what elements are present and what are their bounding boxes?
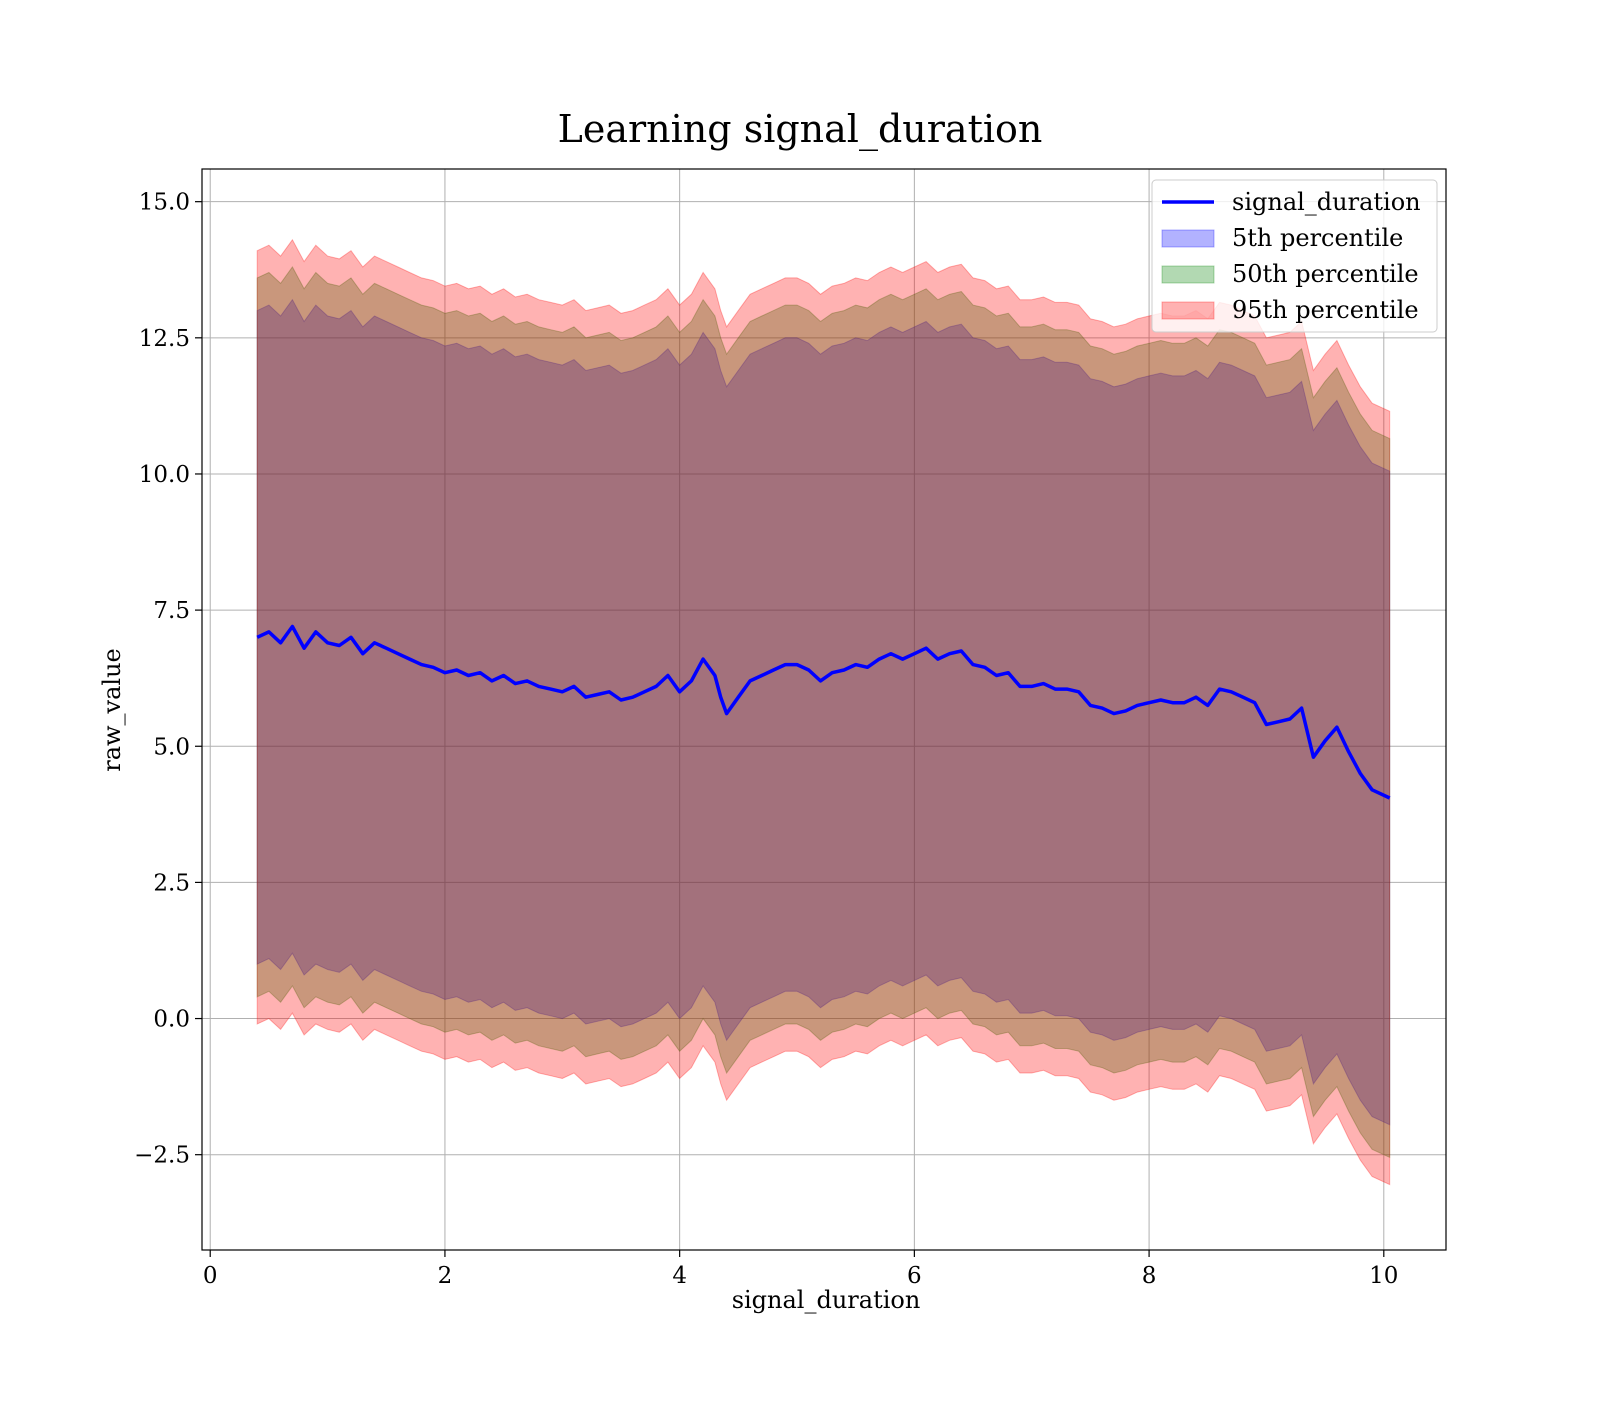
legend-label-0: signal_duration (1232, 188, 1421, 216)
legend-swatch-2 (1161, 265, 1215, 284)
x-tick-label-0: 0 (203, 1263, 218, 1289)
band-1 (256, 298, 1391, 1126)
series-line-1 (256, 624, 1391, 800)
legend-label-2: 50th percentile (1232, 260, 1419, 288)
y-tick-label-3: 5.0 (153, 734, 190, 760)
band-3 (256, 238, 1391, 1186)
legend-swatch-3 (1161, 301, 1215, 320)
chart-title: Learning signal_duration (558, 107, 1043, 152)
legend: signal_duration 5th percentile 50th percen… (1151, 179, 1438, 333)
x-tick-label-3: 6 (907, 1263, 922, 1289)
plot-frame (201, 168, 1447, 1251)
x-tick-label-5: 10 (1369, 1263, 1398, 1289)
legend-label-3: 95th percentile (1232, 296, 1419, 324)
y-tick-label-5: 10.0 (139, 462, 190, 488)
legend-label-1: 5th percentile (1232, 224, 1403, 252)
x-tick-label-2: 4 (672, 1263, 687, 1289)
y-tick-label-4: 7.5 (153, 598, 190, 624)
grid (202, 169, 1446, 1250)
legend-box (1151, 179, 1438, 333)
x-tick-label-1: 2 (438, 1263, 453, 1289)
y-tick-label-0: −2.5 (134, 1143, 190, 1169)
series-lines (256, 624, 1391, 800)
percentile-bands (256, 238, 1391, 1186)
x-axis-label: signal_duration (732, 1286, 921, 1314)
x-tick-label-4: 8 (1142, 1263, 1157, 1289)
legend-swatch-1 (1161, 229, 1215, 248)
band-2 (256, 266, 1391, 1159)
y-axis-label: raw_value (98, 648, 126, 772)
y-tick-label-1: 0.0 (153, 1007, 190, 1033)
y-tick-label-6: 12.5 (139, 326, 190, 352)
axis-ticks: 0 2 4 6 8 10 −2.5 0.0 2.5 5.0 7.5 10.0 12.5 15.0 (134, 190, 1398, 1289)
y-tick-label-2: 2.5 (153, 870, 190, 896)
y-tick-label-7: 15.0 (139, 190, 190, 216)
